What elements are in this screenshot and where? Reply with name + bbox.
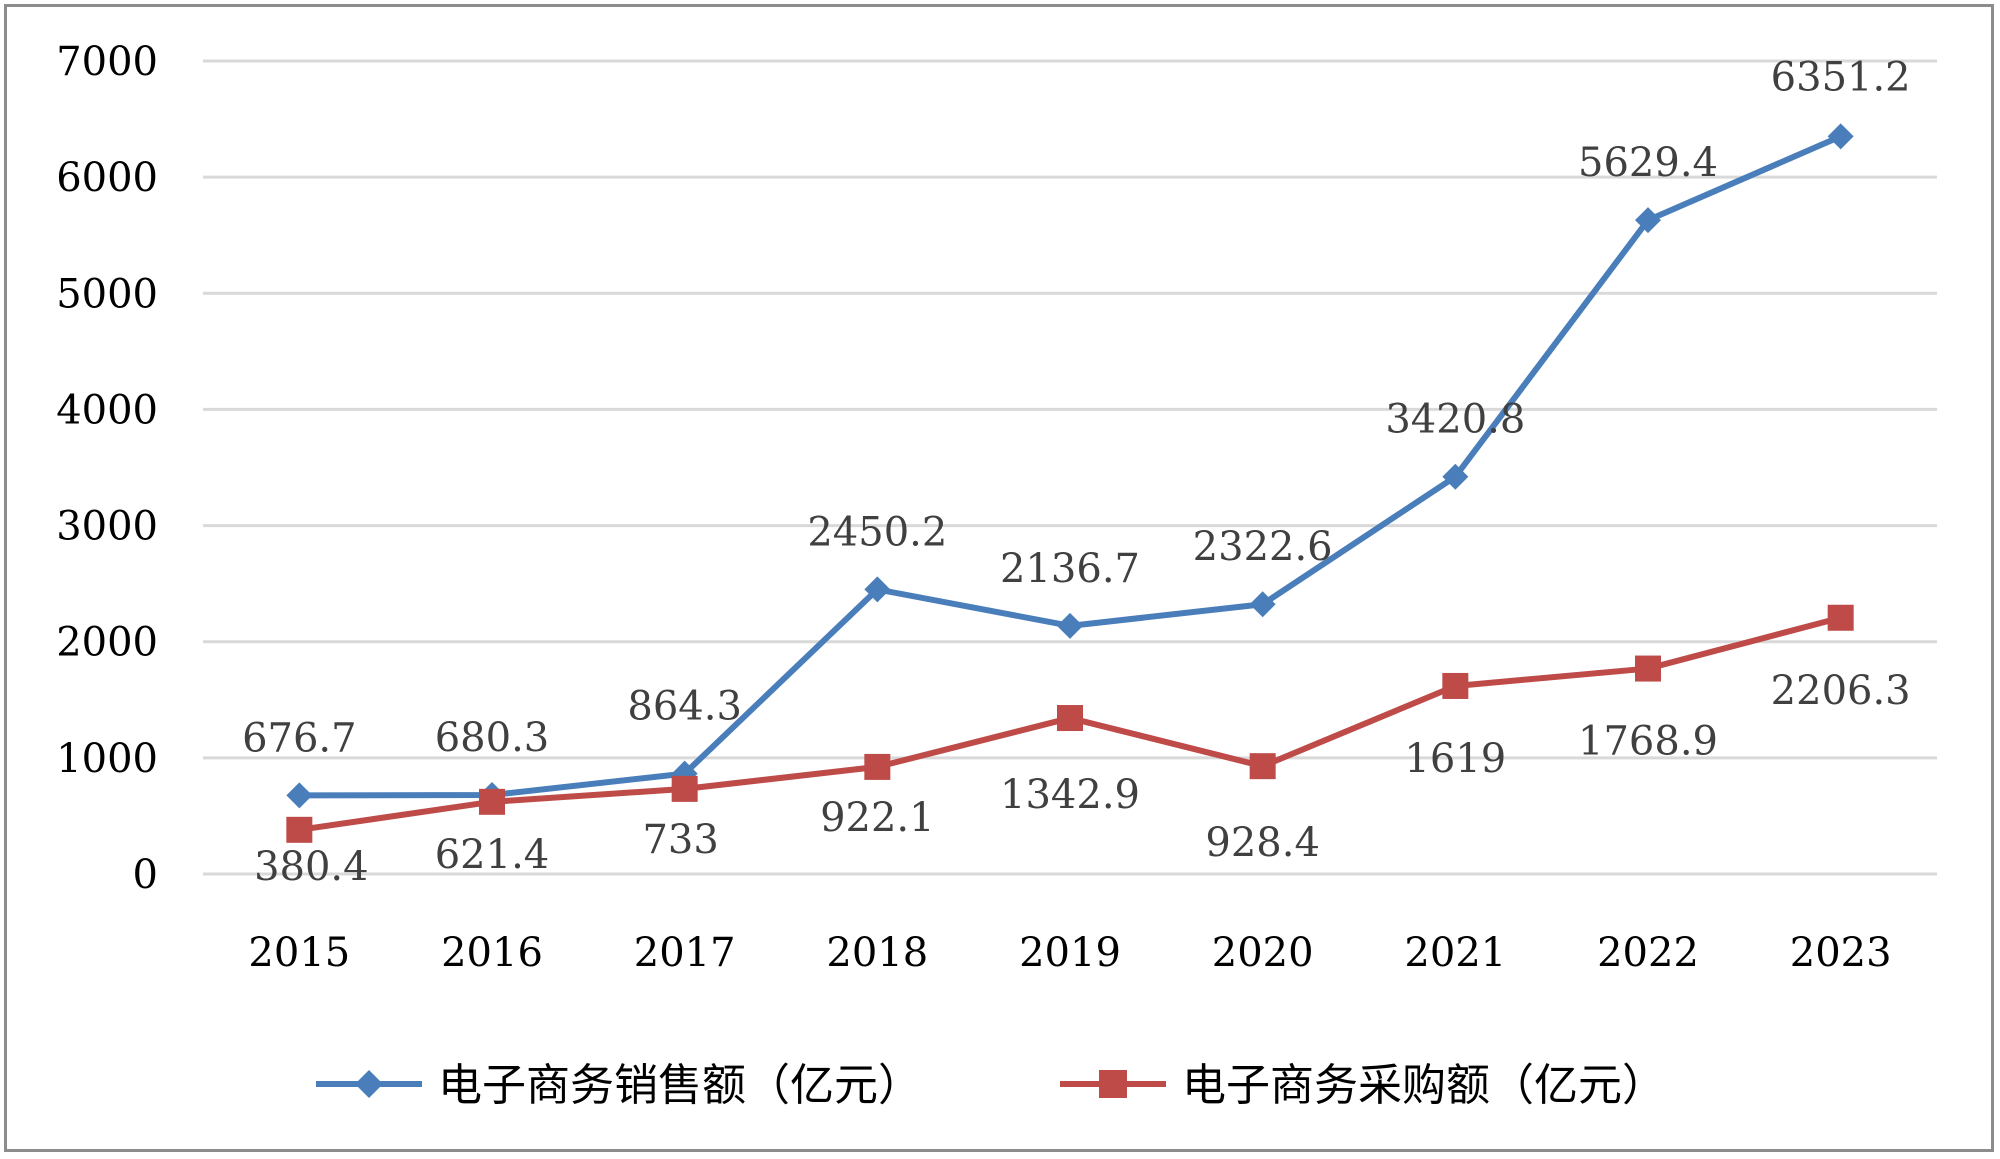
data-label: 2322.6 (1193, 524, 1333, 570)
data-label: 1768.9 (1578, 719, 1718, 765)
data-label: 2206.3 (1771, 668, 1911, 714)
data-point-square (1442, 672, 1469, 699)
data-label: 1342.9 (1000, 772, 1140, 818)
y-tick-label: 4000 (56, 387, 158, 433)
data-point-square (1635, 655, 1661, 682)
data-point-diamond (1635, 207, 1661, 234)
data-label: 2136.7 (1000, 546, 1140, 592)
data-labels: 676.7 680.3 864.3 2450.2 2136.7 2322.6 3420.8 5… (242, 54, 1911, 889)
data-label: 2450.2 (807, 509, 947, 555)
legend-marker-square (1099, 1070, 1127, 1098)
legend-item-1: 电子商务销售额（亿元） (316, 1060, 922, 1111)
data-point-diamond (1827, 123, 1854, 150)
data-label: 676.7 (242, 715, 357, 761)
data-label: 5629.4 (1578, 140, 1718, 186)
y-axis: 0 1000 2000 3000 4000 5000 6000 7000 (56, 39, 158, 898)
x-tick-label: 2021 (1404, 930, 1506, 976)
data-point-square (479, 788, 505, 815)
data-label: 621.4 (435, 832, 550, 878)
y-tick-label: 0 (133, 852, 158, 898)
y-tick-label: 3000 (56, 504, 158, 550)
y-tick-label: 5000 (56, 271, 158, 317)
data-label: 928.4 (1205, 820, 1320, 866)
data-point-diamond (1249, 591, 1276, 618)
x-tick-label: 2023 (1790, 930, 1892, 976)
legend-item-2: 电子商务采购额（亿元） (1060, 1060, 1666, 1111)
data-label: 1619 (1404, 736, 1506, 782)
legend-label: 电子商务销售额（亿元） (438, 1060, 922, 1111)
legend-marker-diamond (355, 1070, 383, 1098)
x-tick-label: 2017 (634, 930, 736, 976)
data-label: 6351.2 (1771, 54, 1911, 100)
data-point-square (1249, 753, 1276, 780)
legend-label: 电子商务采购额（亿元） (1182, 1060, 1666, 1111)
data-label: 3420.8 (1385, 397, 1525, 443)
data-label: 733 (642, 817, 718, 863)
x-tick-label: 2015 (248, 930, 350, 976)
x-axis: 2015 2016 2017 2018 2019 2020 2021 2022 2023 (248, 930, 1891, 976)
x-tick-label: 2016 (441, 930, 543, 976)
data-point-square (671, 775, 698, 802)
data-label: 680.3 (435, 715, 550, 761)
x-tick-label: 2019 (1019, 930, 1121, 976)
data-point-diamond (286, 782, 313, 809)
data-point-square (286, 816, 313, 843)
x-tick-label: 2022 (1597, 930, 1699, 976)
y-tick-label: 6000 (56, 155, 158, 201)
legend: 电子商务销售额（亿元） 电子商务采购额（亿元） (316, 1060, 1666, 1111)
series-group (286, 123, 1854, 843)
data-point-square (1057, 705, 1083, 732)
data-point-diamond (1057, 612, 1083, 639)
y-tick-label: 2000 (56, 620, 158, 666)
data-point-square (864, 753, 891, 780)
data-label: 864.3 (627, 684, 742, 730)
series-line-1 (299, 133, 1842, 799)
chart-frame (4, 4, 1994, 1152)
x-tick-label: 2018 (826, 930, 928, 976)
y-tick-label: 1000 (56, 736, 158, 782)
data-point-square (1827, 604, 1854, 631)
y-tick-label: 7000 (56, 39, 158, 85)
data-label: 922.1 (820, 795, 935, 841)
data-point-diamond (864, 576, 891, 603)
gridlines (203, 59, 1937, 876)
data-label: 380.4 (254, 844, 369, 890)
x-tick-label: 2020 (1212, 930, 1314, 976)
data-point-diamond (1442, 463, 1469, 490)
